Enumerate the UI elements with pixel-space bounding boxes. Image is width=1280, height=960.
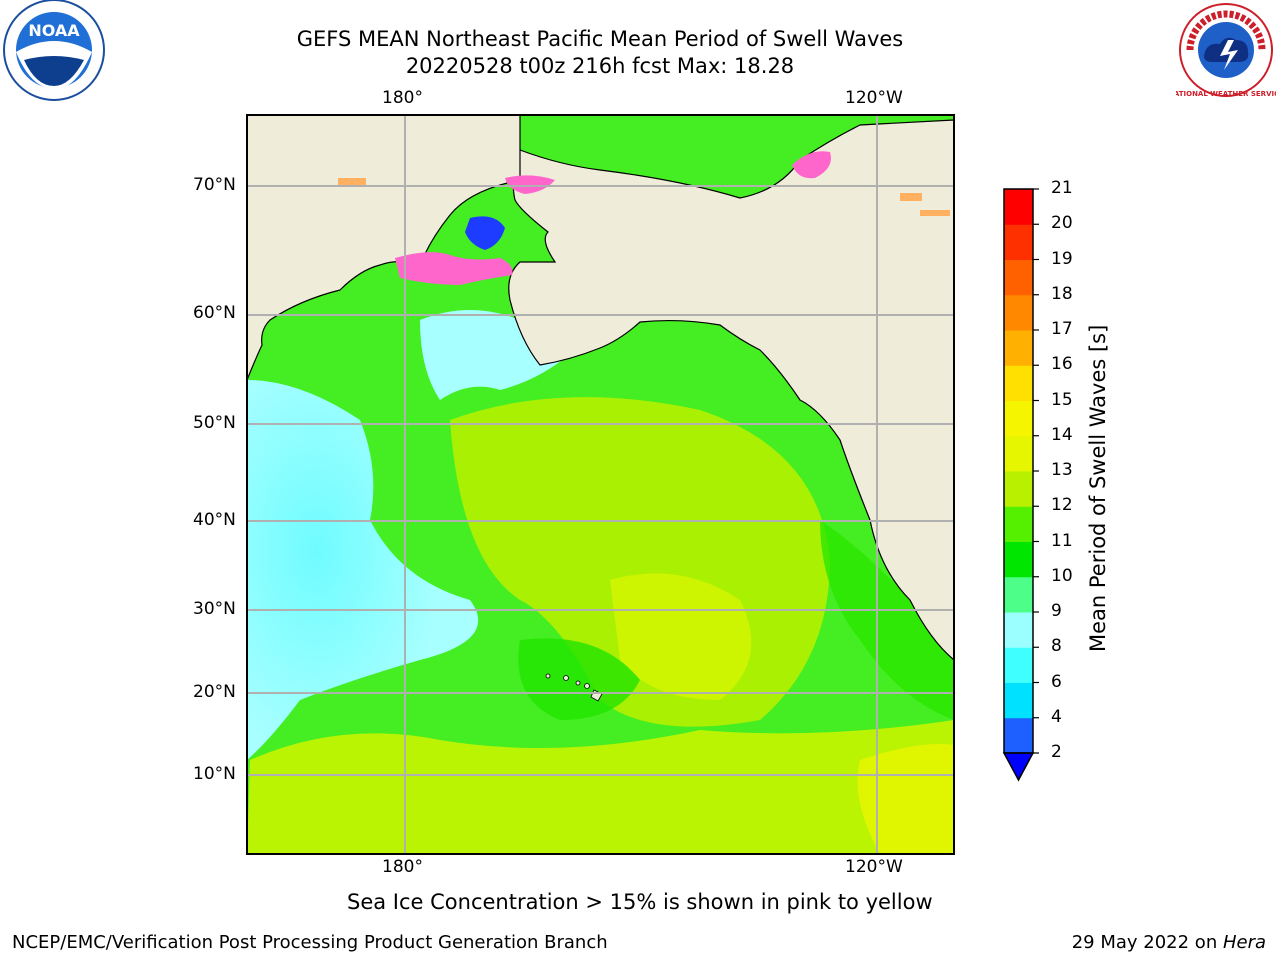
lat-label-30n: 30°N <box>193 599 236 619</box>
lon-label-top-120w: 120°W <box>845 88 903 108</box>
sea-ice-arctic-3 <box>920 210 950 216</box>
colorbar-segment <box>1004 717 1033 754</box>
colorbar-segment <box>1004 400 1033 437</box>
land-siberia <box>247 115 521 381</box>
map-title: GEFS MEAN Northeast Pacific Mean Period … <box>296 27 904 51</box>
nws-text: NATIONAL WEATHER SERVICE <box>1176 90 1276 98</box>
period-zone-13s <box>857 744 954 854</box>
colorbar-segment <box>1004 224 1033 260</box>
period-zone-13s-mid <box>610 573 752 700</box>
period-zone-9s <box>247 380 479 760</box>
noaa-text: NOAA <box>28 21 80 40</box>
colorbar-tick-label: 14 <box>1051 424 1073 445</box>
colorbar-segment <box>1004 294 1033 331</box>
noaa-logo: NOAA <box>3 0 105 101</box>
sea-ice-note-text: Sea Ice Concentration > 15% is shown in … <box>347 890 933 914</box>
lon-label-bottom-120w: 120°W <box>845 857 903 877</box>
lon-label-bottom-180: 180° <box>382 857 423 877</box>
map-subtitle: 20220528 t00z 216h fcst Max: 18.28 <box>405 54 795 78</box>
colorbar-tick-label: 4 <box>1051 706 1062 727</box>
colorbar-tick-label: 18 <box>1051 283 1073 304</box>
sea-ice-bering <box>395 252 513 285</box>
colorbar-tick-label: 13 <box>1051 460 1073 480</box>
colorbar-title: Mean Period of Swell Waves [s] <box>1086 324 1110 652</box>
footer-date: 29 May 2022 on Hera <box>1072 932 1266 953</box>
colorbar-tick-label: 17 <box>1051 319 1073 339</box>
period-zone-12s-south <box>247 720 954 854</box>
lon-label-top-180: 180° <box>382 88 423 108</box>
period-zone-11s-east <box>820 520 954 720</box>
colorbar-tick-label: 8 <box>1051 636 1062 657</box>
colorbar-tick-label: 19 <box>1051 248 1073 269</box>
colorbar-segment <box>1004 612 1033 648</box>
sea-ice-arctic-2 <box>900 193 922 201</box>
colorbar-segment <box>1004 435 1033 472</box>
colorbar-tick-label: 2 <box>1051 742 1062 762</box>
colorbar-segment <box>1004 330 1033 366</box>
lat-label-40n: 40°N <box>193 510 236 530</box>
graticule <box>247 115 954 854</box>
colorbar-segment <box>1004 259 1033 296</box>
colorbar-segment <box>1004 506 1033 542</box>
footer-host: Hera <box>1222 932 1266 953</box>
map-frame <box>246 114 955 855</box>
colorbar-tick-label: 15 <box>1051 389 1073 410</box>
sea-ice-arctic-1 <box>338 178 366 185</box>
colorbar-tick-label: 16 <box>1051 354 1073 375</box>
period-zone-11s <box>518 638 640 720</box>
colorbar-tick-label: 20 <box>1051 213 1073 234</box>
colorbar-segment <box>1004 682 1033 719</box>
lat-label-10n: 10°N <box>193 764 236 784</box>
colorbar-tick-label: 9 <box>1051 601 1062 621</box>
colorbar-extend-arrow <box>1002 752 1035 782</box>
footer-branch: NCEP/EMC/Verification Post Processing Pr… <box>12 932 608 953</box>
colorbar-segment <box>1004 365 1033 401</box>
colorbar <box>1002 188 1039 782</box>
colorbar-tick-label: 12 <box>1051 495 1073 516</box>
lat-label-60n: 60°N <box>193 303 236 323</box>
nws-logo: NATIONAL WEATHER SERVICE <box>1176 3 1276 98</box>
colorbar-tick-label: 11 <box>1051 530 1073 551</box>
map-area <box>247 115 954 854</box>
colorbar-segment <box>1004 189 1033 225</box>
footer-date-text: 29 May 2022 on <box>1071 932 1223 953</box>
colorbar-tick-label: 21 <box>1051 178 1073 198</box>
colorbar-tick-label: 6 <box>1051 671 1062 692</box>
sea-ice-chukchi <box>505 175 555 194</box>
land-north-america <box>508 119 954 661</box>
colorbar-segment <box>1004 647 1033 683</box>
sea-ice-beaufort <box>792 151 831 179</box>
colorbar-segment <box>1004 471 1033 507</box>
sea-ice-bering-core <box>465 216 505 250</box>
lat-label-50n: 50°N <box>193 413 236 433</box>
colorbar-segment <box>1004 541 1033 578</box>
lat-label-70n: 70°N <box>193 175 236 195</box>
colorbar-tick-label: 10 <box>1051 565 1073 586</box>
colorbar-segment <box>1004 576 1033 613</box>
lat-label-20n: 20°N <box>193 682 236 702</box>
